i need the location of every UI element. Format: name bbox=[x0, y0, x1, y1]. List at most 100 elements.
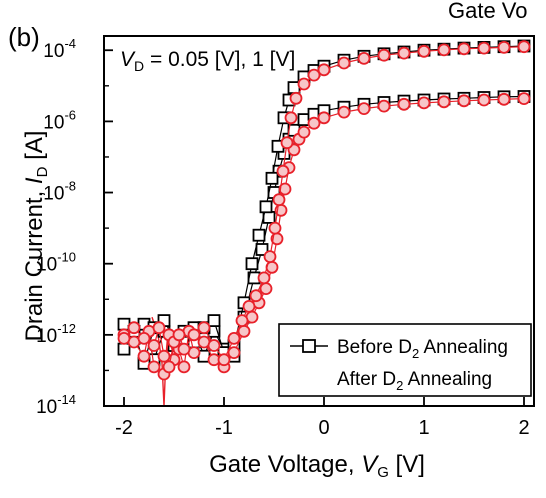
series-2-point-36 bbox=[457, 94, 471, 108]
series-3-point-37 bbox=[497, 41, 511, 54]
y-tick-label-3: 10-8 bbox=[43, 179, 76, 205]
x-tick-label-0: -2 bbox=[115, 417, 133, 439]
series-1-point-15 bbox=[259, 200, 273, 214]
series-3-point-5 bbox=[157, 349, 171, 363]
legend-box bbox=[278, 323, 532, 397]
y-tick-label-5: 10-4 bbox=[43, 36, 76, 62]
series-3-point-21 bbox=[272, 193, 286, 207]
series-3-point-35 bbox=[457, 42, 471, 56]
x-axis-label-var: V bbox=[361, 451, 379, 478]
series-2-point-27 bbox=[297, 125, 311, 139]
x-axis-label-sub: G bbox=[377, 464, 389, 481]
series-3-point-0 bbox=[117, 331, 131, 345]
y-axis-label-sub: D bbox=[34, 166, 51, 177]
panel-label: (b) bbox=[8, 22, 40, 52]
annotation-sub: D bbox=[134, 58, 144, 74]
series-2-point-15 bbox=[227, 346, 241, 360]
series-3-point-30 bbox=[357, 52, 371, 65]
series-3-point-22 bbox=[276, 164, 290, 178]
series-2-point-28 bbox=[307, 116, 321, 130]
series-3-point-36 bbox=[477, 41, 491, 55]
series-2-point-19 bbox=[259, 282, 273, 296]
series-2-point-38 bbox=[497, 92, 511, 106]
series-2-point-9 bbox=[177, 360, 191, 374]
top-fragment: Gate Vo bbox=[448, 0, 528, 23]
series-2-point-37 bbox=[477, 93, 491, 107]
series-3-point-26 bbox=[297, 77, 311, 91]
series-3-point-20 bbox=[268, 221, 282, 235]
series-3-point-3 bbox=[147, 339, 161, 352]
series-2-point-39 bbox=[517, 92, 531, 105]
series-3-point-38 bbox=[517, 40, 531, 54]
legend-label-before: Before D2 Annealing bbox=[337, 337, 508, 361]
series-3-point-33 bbox=[417, 44, 431, 58]
series-3-point-27 bbox=[307, 68, 321, 82]
y-tick-label-0: 10-14 bbox=[36, 392, 76, 418]
x-tick-label-3: 1 bbox=[418, 417, 429, 439]
series-3-point-19 bbox=[263, 250, 277, 264]
y-axis-label-var: I bbox=[21, 177, 48, 184]
series-2-point-33 bbox=[397, 97, 411, 111]
series-3-point-12 bbox=[207, 339, 221, 352]
plot-frame bbox=[103, 35, 535, 407]
y-axis-label: Drain Current, ID [A] bbox=[21, 131, 51, 342]
ticks-layer: -2 -1 0 1 2 10-14 10-12 10-10 10-8 10-6 10-4 bbox=[36, 36, 530, 439]
series-2-point-2 bbox=[137, 349, 151, 363]
series-1-point-13 bbox=[245, 257, 259, 271]
x-tick-label-1: -1 bbox=[215, 417, 233, 439]
condition-annotation: VD = 0.05 [V], 1 [V] bbox=[120, 48, 295, 74]
series-3-point-32 bbox=[397, 46, 411, 60]
x-axis-label: Gate Voltage, VG [V] bbox=[209, 451, 425, 481]
series-0-line bbox=[123, 95, 525, 362]
legend-marker-before bbox=[302, 339, 316, 353]
series-3-point-25 bbox=[289, 91, 303, 105]
series-3-point-31 bbox=[377, 48, 391, 62]
series-3-point-2 bbox=[137, 331, 151, 345]
series-3-point-23 bbox=[280, 136, 294, 150]
series-0-point-14 bbox=[255, 243, 269, 256]
series-3-point-34 bbox=[437, 43, 451, 57]
series-0-point-15 bbox=[262, 210, 276, 224]
series-0-point-0 bbox=[117, 342, 131, 356]
x-tick-label-2: 0 bbox=[318, 417, 329, 439]
series-3 bbox=[117, 40, 531, 374]
series-3-point-10 bbox=[187, 328, 201, 342]
y-axis-label-unit: [A] bbox=[21, 131, 48, 167]
series-3-point-13 bbox=[217, 353, 231, 367]
y-tick-label-4: 10-6 bbox=[43, 107, 76, 133]
series-3-point-15 bbox=[235, 314, 249, 328]
svg-text:Drain Current, ID [A]: Drain Current, ID [A] bbox=[21, 131, 51, 342]
series-2-point-23 bbox=[278, 182, 292, 196]
y-axis-label-main: Drain Current, bbox=[21, 184, 48, 341]
series-3-point-28 bbox=[317, 63, 331, 77]
series-2-point-34 bbox=[417, 96, 431, 110]
series-3-point-29 bbox=[337, 56, 351, 70]
legend-label-after: After D2 Annealing bbox=[337, 369, 492, 393]
series-3-point-14 bbox=[227, 331, 241, 345]
legend: Before D2 Annealing After D2 Annealing bbox=[278, 323, 532, 397]
series-2-point-4 bbox=[147, 360, 161, 374]
series-3-point-4 bbox=[152, 321, 166, 335]
series-3-point-6 bbox=[162, 360, 176, 374]
series-2-point-29 bbox=[317, 111, 331, 125]
annotation-rest: = 0.05 [V], 1 [V] bbox=[144, 48, 295, 71]
series-2-point-35 bbox=[437, 95, 451, 109]
x-tick-label-4: 2 bbox=[518, 417, 529, 439]
annotation-var: V bbox=[120, 48, 136, 71]
series-1 bbox=[117, 39, 531, 370]
y-tick-label-2: 10-10 bbox=[36, 250, 76, 276]
series-1-point-9 bbox=[207, 314, 221, 328]
series-3-point-16 bbox=[242, 299, 256, 313]
series-1-point-16 bbox=[265, 171, 279, 185]
series-2-point-30 bbox=[337, 105, 351, 119]
series-3-point-24 bbox=[284, 111, 298, 125]
series-3-point-1 bbox=[127, 321, 141, 335]
y-tick-label-1: 10-12 bbox=[36, 321, 76, 347]
x-axis-label-main: Gate Voltage, bbox=[209, 451, 361, 478]
series-3-point-9 bbox=[177, 342, 191, 356]
series-2-point-32 bbox=[377, 99, 391, 113]
series-1-point-14 bbox=[252, 228, 266, 242]
x-axis-label-unit: [V] bbox=[389, 451, 425, 478]
